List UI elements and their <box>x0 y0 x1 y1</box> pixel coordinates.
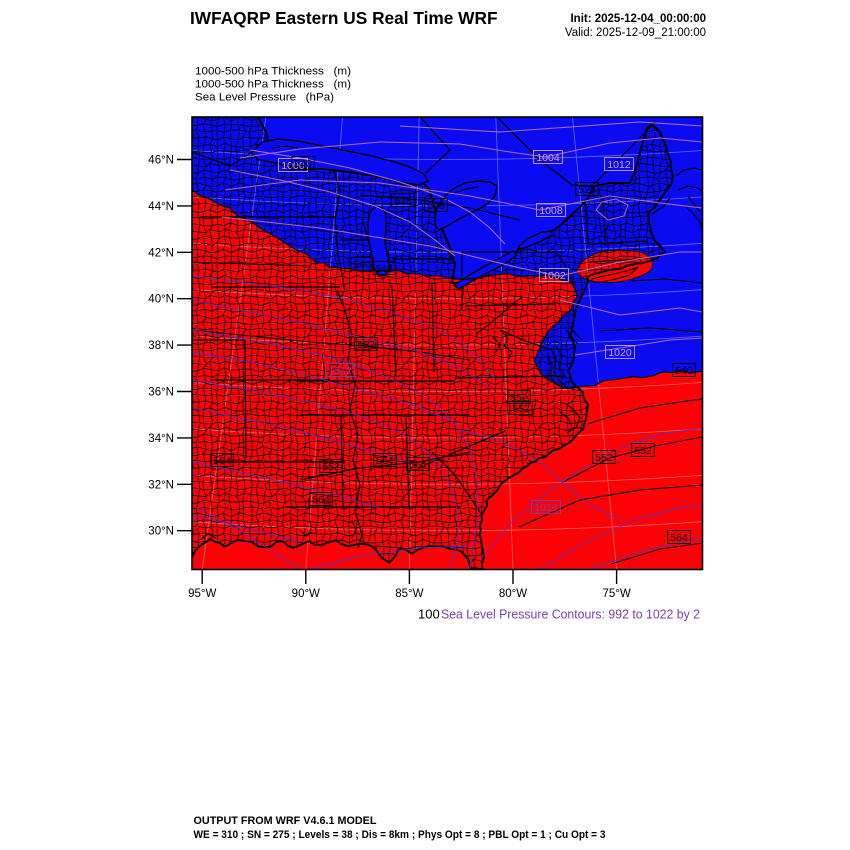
svg-text:552: 552 <box>595 452 613 464</box>
svg-text:540: 540 <box>353 259 371 271</box>
svg-text:100: 100 <box>418 607 440 622</box>
svg-text:Sea Level Pressure (hPa): Sea Level Pressure (hPa) <box>195 92 334 104</box>
svg-text:90°W: 90°W <box>292 588 320 600</box>
svg-text:552: 552 <box>634 445 652 457</box>
svg-text:75°W: 75°W <box>602 588 630 600</box>
svg-text:42°N: 42°N <box>148 247 174 259</box>
svg-text:1012: 1012 <box>607 159 631 171</box>
svg-text:80°W: 80°W <box>499 588 527 600</box>
svg-text:34°N: 34°N <box>148 433 174 445</box>
svg-text:30°N: 30°N <box>148 526 174 538</box>
svg-text:564: 564 <box>376 455 394 467</box>
svg-text:32°N: 32°N <box>148 479 174 491</box>
svg-text:1004: 1004 <box>536 152 560 164</box>
svg-text:85°W: 85°W <box>395 588 423 600</box>
svg-text:OUTPUT FROM WRF V4.6.1 MODEL: OUTPUT FROM WRF V4.6.1 MODEL <box>194 815 377 827</box>
svg-text:564: 564 <box>312 494 330 506</box>
svg-text:38°N: 38°N <box>148 340 174 352</box>
svg-text:540: 540 <box>294 158 312 170</box>
svg-text:546: 546 <box>375 263 393 275</box>
svg-text:528: 528 <box>427 200 445 212</box>
svg-text:Init: 2025-12-04_00:00:00: Init: 2025-12-04_00:00:00 <box>570 13 706 25</box>
svg-text:1016: 1016 <box>534 502 558 514</box>
svg-text:552: 552 <box>357 339 375 351</box>
svg-text:44°N: 44°N <box>148 201 174 213</box>
svg-text:552: 552 <box>512 403 530 415</box>
svg-text:IWFAQRP Eastern US Real Time W: IWFAQRP Eastern US Real Time WRF <box>190 8 498 28</box>
svg-text:552: 552 <box>510 392 528 404</box>
svg-text:WE = 310 ; SN = 275 ; Levels =: WE = 310 ; SN = 275 ; Levels = 38 ; Dis … <box>194 829 606 841</box>
svg-text:1020: 1020 <box>608 347 632 359</box>
svg-text:528: 528 <box>394 195 412 207</box>
svg-text:1000: 1000 <box>281 160 305 172</box>
svg-text:Sea Level Pressure Contours: 9: Sea Level Pressure Contours: 992 to 1022… <box>441 607 700 622</box>
svg-text:1000-500 hPa Thickness (m): 1000-500 hPa Thickness (m) <box>195 66 351 78</box>
svg-text:1008: 1008 <box>539 205 563 217</box>
svg-text:540: 540 <box>675 365 693 377</box>
svg-text:1002: 1002 <box>542 270 566 282</box>
svg-text:95°W: 95°W <box>188 588 216 600</box>
svg-text:564: 564 <box>670 532 688 544</box>
svg-text:1000-500 hPa Thickness (m): 1000-500 hPa Thickness (m) <box>195 79 351 91</box>
svg-text:1012: 1012 <box>328 365 352 377</box>
svg-text:36°N: 36°N <box>148 387 174 399</box>
svg-text:Valid: 2025-12-09_21:00:00: Valid: 2025-12-09_21:00:00 <box>565 27 706 39</box>
svg-text:40°N: 40°N <box>148 294 174 306</box>
svg-text:564: 564 <box>213 455 231 467</box>
svg-text:46°N: 46°N <box>148 155 174 167</box>
svg-text:564: 564 <box>409 459 427 471</box>
svg-text:528: 528 <box>578 184 596 196</box>
svg-text:552: 552 <box>322 461 340 473</box>
